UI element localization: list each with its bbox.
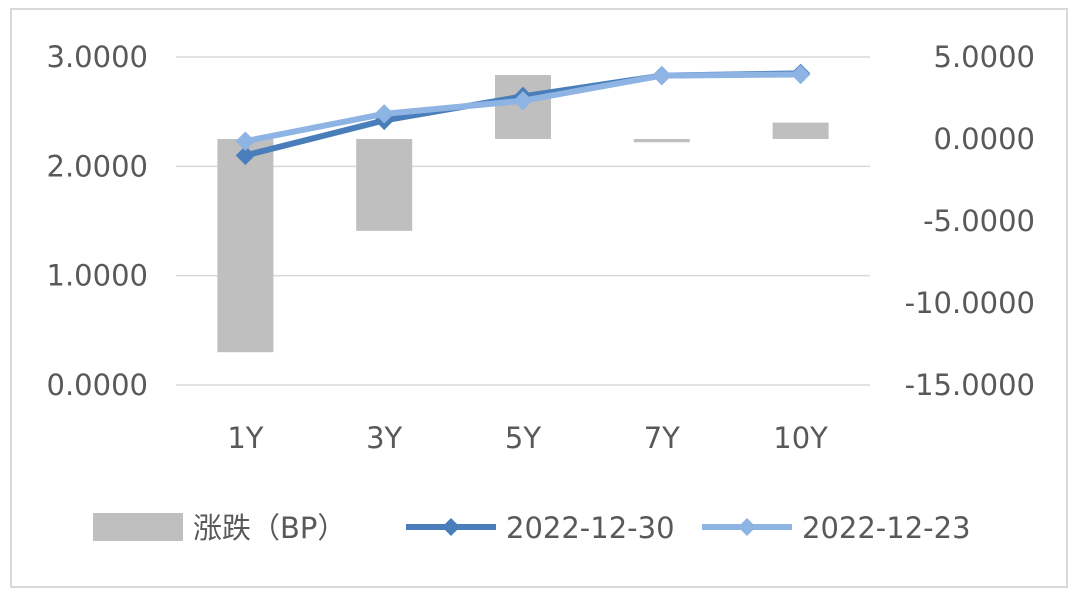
bar-series [217,75,829,353]
series-1-point-1Y [235,145,256,166]
series-2-point-3Y [374,104,394,124]
left-tick-label: 2.0000 [47,149,148,183]
bar-1Y [217,139,274,353]
bar-3Y [356,139,413,231]
x-tick-label: 10Y [773,421,828,455]
legend-line2-marker [738,518,756,536]
bar-7Y [633,139,690,143]
x-tick-label: 7Y [644,421,680,455]
x-axis-ticks: 1Y 3Y 5Y 7Y 10Y [227,421,828,455]
legend-bar-label: 涨跌（BP） [193,511,346,545]
left-tick-label: 1.0000 [47,259,148,293]
gridlines [176,56,870,386]
left-tick-label: 3.0000 [47,40,148,74]
right-tick-label: -15.0000 [905,368,1035,402]
x-tick-label: 3Y [366,421,402,455]
legend: 涨跌（BP） 2022-12-30 2022-12-23 [93,511,971,545]
right-axis-ticks: -15.0000 -10.0000 -5.0000 0.0000 5.0000 [905,40,1035,402]
series-2-point-7Y [652,65,672,86]
x-tick-label: 5Y [505,421,541,455]
series-2-point-5Y [513,91,533,111]
bar-10Y [772,122,829,139]
legend-line1-marker [442,518,460,536]
right-tick-label: -10.0000 [905,286,1035,320]
series-2-point-1Y [235,131,256,151]
right-tick-label: -5.0000 [923,204,1035,238]
x-tick-label: 1Y [227,421,263,455]
legend-bar-swatch [93,513,183,541]
left-axis-ticks: 0.0000 1.0000 2.0000 3.0000 [47,40,148,402]
right-tick-label: 0.0000 [934,122,1035,156]
left-tick-label: 0.0000 [47,368,148,402]
legend-line2-label: 2022-12-23 [802,511,971,545]
line-series [235,63,811,166]
series-2-point-10Y [790,64,811,85]
legend-line1-label: 2022-12-30 [506,511,675,545]
right-tick-label: 5.0000 [934,40,1035,74]
